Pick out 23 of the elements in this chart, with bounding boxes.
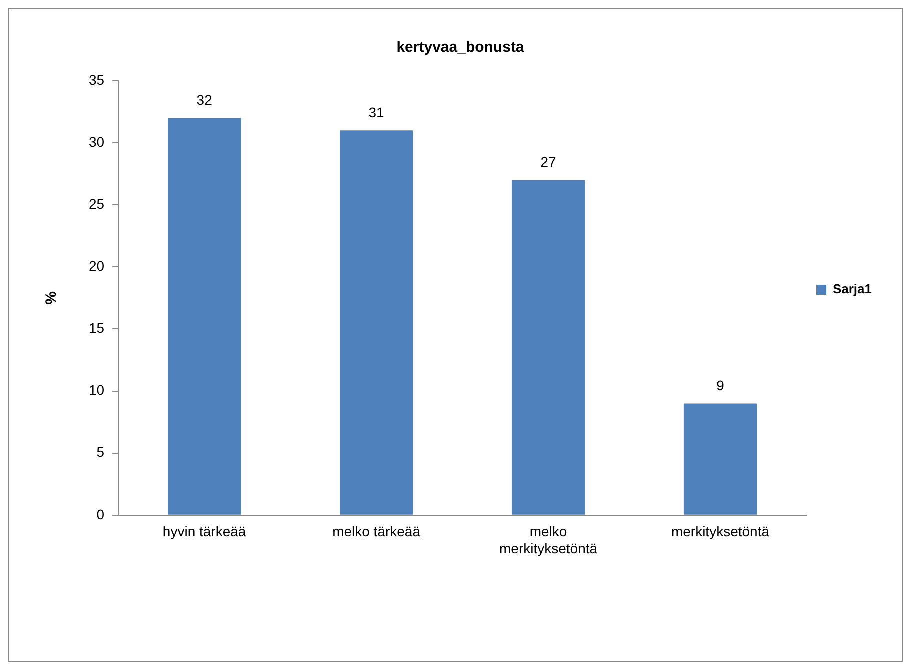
y-tick-label: 0 xyxy=(96,506,105,522)
bar xyxy=(340,130,414,515)
y-tick-label: 15 xyxy=(88,320,105,336)
y-tick-label: 10 xyxy=(88,382,105,398)
data-label: 32 xyxy=(196,92,213,108)
bar xyxy=(684,404,758,515)
y-tick-label: 30 xyxy=(88,134,105,150)
y-tick-label: 25 xyxy=(88,196,105,212)
y-axis-title: % xyxy=(43,292,60,305)
chart-title: kertyvaa_bonusta xyxy=(396,39,525,56)
x-tick-label: melko tärkeää xyxy=(332,524,421,540)
legend-label: Sarja1 xyxy=(832,282,872,297)
x-tick-label: merkityksetöntä xyxy=(671,524,770,540)
y-tick-label: 20 xyxy=(88,258,105,274)
data-label: 9 xyxy=(716,378,725,394)
bar xyxy=(512,180,586,515)
bar xyxy=(168,118,242,515)
x-tick-label: hyvin tärkeää xyxy=(162,524,246,540)
data-label: 27 xyxy=(540,154,557,170)
x-tick-label: melko merkityksetöntä xyxy=(499,524,598,556)
y-tick-label: 35 xyxy=(88,72,105,88)
data-label: 31 xyxy=(368,104,385,121)
y-tick-label: 5 xyxy=(96,444,105,460)
